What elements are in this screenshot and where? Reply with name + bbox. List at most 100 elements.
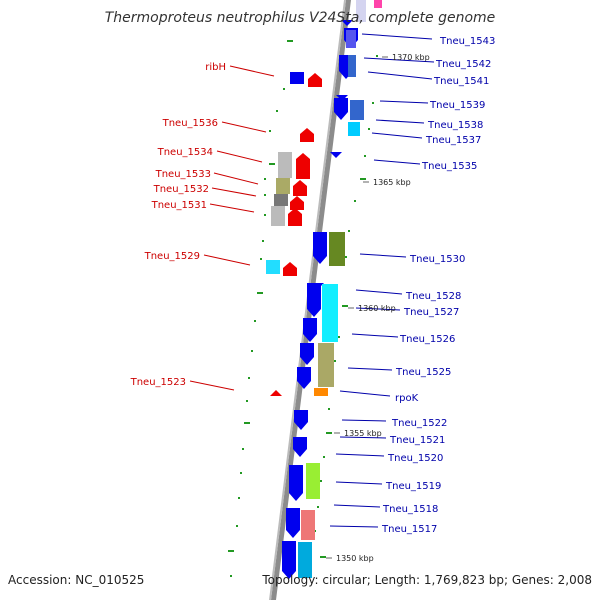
- right-leader-18: [329, 525, 379, 528]
- left-leader-6: [203, 254, 251, 266]
- cds-forward-arrow-12: [282, 541, 296, 579]
- gc-skew-track: [228, 40, 378, 577]
- gene-label-left-7[interactable]: Tneu_1523: [130, 377, 186, 388]
- left-leader-3: [213, 172, 259, 185]
- gene-label-left-5[interactable]: Tneu_1531: [151, 200, 207, 211]
- gc-mark-35: [326, 432, 332, 434]
- gc-mark-2: [276, 110, 278, 112]
- gc-mark-32: [334, 360, 336, 362]
- gene-label-left-4[interactable]: Tneu_1532: [153, 184, 209, 195]
- gene-label-right-9[interactable]: Tneu_1527: [403, 307, 459, 318]
- gene-label-right-11[interactable]: Tneu_1525: [395, 367, 451, 378]
- left-leader-1: [221, 121, 267, 133]
- category-box-15: [306, 463, 320, 499]
- right-leader-12: [339, 390, 391, 397]
- gc-mark-14: [246, 400, 248, 402]
- cds-reverse-arrow-4: [290, 196, 304, 210]
- cds-forward-arrow-4: [307, 283, 321, 317]
- gc-mark-23: [372, 102, 374, 104]
- scale-tick-label-3: 1355 kbp: [344, 429, 382, 438]
- cds-forward-arrow-2: [334, 98, 348, 120]
- gc-mark-29: [345, 256, 347, 258]
- gene-label-right-15[interactable]: Tneu_1520: [387, 453, 443, 464]
- gc-mark-16: [242, 448, 244, 450]
- cds-small-arrow-2: [330, 152, 342, 158]
- right-leader-17: [333, 504, 381, 508]
- category-box-2: [346, 30, 356, 48]
- scale-ticks: 1370 kbp 1365 kbp 1360 kbp 1355 kbp 1350 kbp: [326, 53, 430, 563]
- right-leader-2: [367, 71, 433, 80]
- cds-forward-arrow-11: [286, 508, 300, 538]
- topology-text: Topology: circular; Length: 1,769,823 bp…: [262, 573, 592, 587]
- gene-label-left-3[interactable]: Tneu_1533: [155, 169, 211, 180]
- category-box-10: [266, 260, 280, 274]
- category-box-8: [274, 194, 288, 206]
- cds-reverse-arrow-1: [300, 128, 314, 142]
- gene-label-right-17[interactable]: Tneu_1518: [382, 504, 438, 515]
- cds-forward-arrow-8: [294, 410, 308, 430]
- gc-mark-7: [264, 214, 266, 216]
- map-title: Thermoproteus neutrophilus V24Sta, compl…: [105, 10, 496, 26]
- gene-label-right-16[interactable]: Tneu_1519: [385, 481, 441, 492]
- gene-label-right-0[interactable]: Tneu_1543: [439, 36, 495, 47]
- gene-label-right-10[interactable]: Tneu_1526: [399, 334, 455, 345]
- gene-label-right-2[interactable]: Tneu_1541: [433, 76, 489, 87]
- right-leader-3: [379, 100, 429, 104]
- cds-forward-arrow-6: [300, 343, 314, 365]
- cds-small-arrow-1: [336, 95, 348, 101]
- cds-reverse-arrow-5: [288, 208, 302, 226]
- gene-label-right-7[interactable]: Tneu_1530: [409, 254, 465, 265]
- gene-label-right-18[interactable]: Tneu_1517: [381, 524, 437, 535]
- left-gene-labels: ribH Tneu_1536 Tneu_1534 Tneu_1533 Tneu_1532…: [130, 62, 226, 388]
- gc-mark-24: [368, 128, 370, 130]
- gene-label-right-1[interactable]: Tneu_1542: [435, 59, 491, 70]
- right-leader-15: [335, 453, 385, 457]
- scale-tick-label-1: 1365 kbp: [373, 178, 411, 187]
- feature-track: [266, 0, 382, 579]
- gc-mark-19: [236, 525, 238, 527]
- category-box-14: [314, 388, 328, 396]
- cds-reverse-arrow-6: [283, 262, 297, 276]
- gene-label-right-3[interactable]: Tneu_1539: [429, 100, 485, 111]
- gene-label-right-14[interactable]: Tneu_1521: [389, 435, 445, 446]
- gene-label-right-6[interactable]: Tneu_1535: [421, 161, 477, 172]
- category-box-1: [374, 0, 382, 8]
- gc-mark-20: [228, 550, 234, 552]
- gc-mark-18: [238, 497, 240, 499]
- gc-mark-21: [230, 575, 232, 577]
- gc-mark-25: [364, 155, 366, 157]
- gc-mark-8: [262, 240, 264, 242]
- right-leader-14: [339, 436, 387, 439]
- gene-label-right-13[interactable]: Tneu_1522: [391, 418, 447, 429]
- gene-label-right-5[interactable]: Tneu_1537: [425, 135, 481, 146]
- category-box-16: [301, 510, 315, 540]
- right-leader-1: [363, 57, 435, 63]
- right-leader-8: [355, 289, 403, 295]
- cds-reverse-small: [270, 390, 282, 396]
- category-box-4: [350, 100, 364, 120]
- category-box-17: [298, 542, 312, 578]
- gene-label-right-12[interactable]: rpoK: [395, 393, 419, 404]
- cds-reverse-arrow-0: [308, 73, 322, 87]
- cds-small-arrow-3: [312, 283, 324, 289]
- scale-tick-label-4: 1350 kbp: [336, 554, 374, 563]
- gc-mark-17: [240, 472, 242, 474]
- gene-label-left-2[interactable]: Tneu_1534: [157, 147, 213, 158]
- cds-ribh-neighbor: [290, 72, 304, 84]
- gc-mark-9: [260, 258, 262, 260]
- right-leader-0: [361, 33, 433, 40]
- gc-mark-26: [360, 178, 366, 180]
- gene-label-right-4[interactable]: Tneu_1538: [427, 120, 483, 131]
- gene-label-left-6[interactable]: Tneu_1529: [144, 251, 200, 262]
- category-box-6: [278, 152, 292, 178]
- cds-forward-arrow-5: [303, 318, 317, 342]
- right-leader-13: [341, 419, 387, 422]
- right-leader-5: [371, 132, 423, 139]
- category-box-7: [276, 178, 290, 194]
- gc-mark-11: [254, 320, 256, 322]
- gene-label-left-0[interactable]: ribH: [205, 62, 226, 73]
- gene-label-right-8[interactable]: Tneu_1528: [405, 291, 461, 302]
- cds-forward-arrow-7: [297, 367, 311, 389]
- gene-label-left-1[interactable]: Tneu_1536: [162, 118, 218, 129]
